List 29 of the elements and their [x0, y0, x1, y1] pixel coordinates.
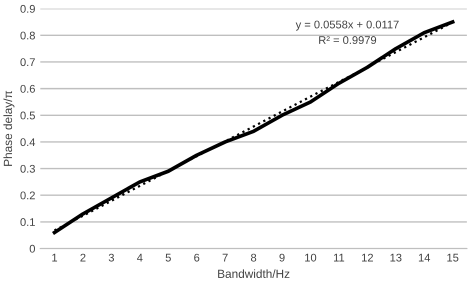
y-tick-label: 0.5: [20, 112, 35, 120]
x-tick-label: 13: [390, 254, 402, 262]
y-axis-title: Phase delay/π: [3, 90, 14, 166]
annotation: R² = 0.9979: [319, 36, 376, 44]
y-tick-label: 0: [30, 244, 35, 253]
x-tick-label: 2: [80, 254, 86, 262]
x-tick-label: 12: [362, 254, 373, 262]
y-tick-label: 0.7: [20, 58, 35, 66]
x-tick-label: 3: [108, 254, 114, 262]
y-tick-label: 0.9: [20, 4, 35, 13]
x-tick-label: 11: [334, 254, 344, 262]
x-tick-label: 8: [250, 254, 256, 262]
x-axis-title: Bandwidth/Hz: [218, 269, 290, 278]
y-tick-label: 0.4: [20, 138, 36, 146]
x-tick-label: 4: [136, 254, 143, 262]
y-tick-label: 0.1: [20, 218, 35, 226]
x-tick-label: 10: [305, 254, 316, 262]
x-tick-label: 7: [222, 254, 228, 262]
x-tick-label: 15: [447, 254, 458, 262]
x-tick-label: 9: [279, 254, 285, 262]
y-tick-label: 0.3: [20, 164, 35, 173]
x-tick-label: 1: [52, 254, 58, 262]
x-tick-label: 6: [194, 254, 200, 262]
y-tick-label: 0.2: [20, 192, 35, 200]
x-tick-label: 5: [166, 254, 171, 262]
y-tick-label: 0.8: [20, 32, 35, 40]
y-tick-label: 0.6: [20, 84, 35, 93]
x-tick-label: 14: [418, 254, 430, 262]
annotation: y = 0.0558x + 0.0117: [296, 20, 399, 31]
